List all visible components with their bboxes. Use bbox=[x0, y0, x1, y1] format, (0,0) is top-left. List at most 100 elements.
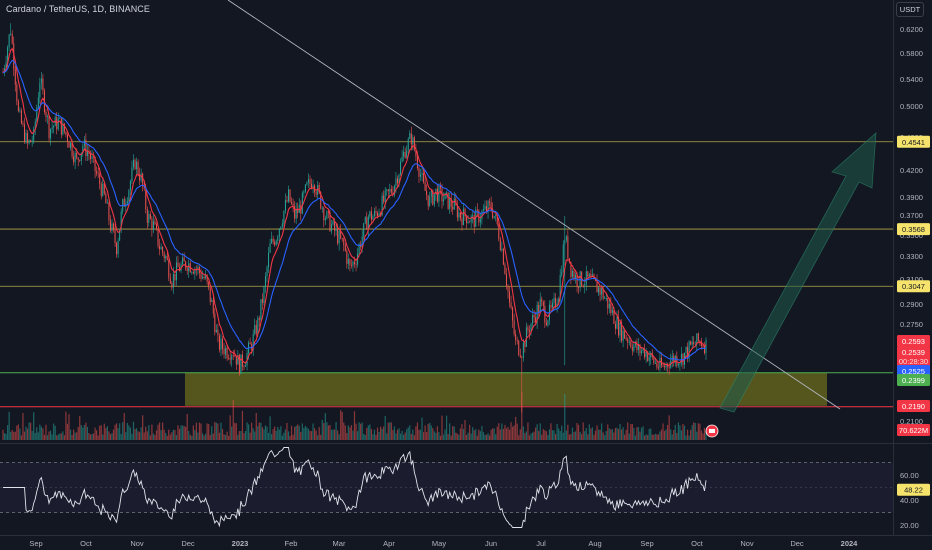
volume-bar bbox=[163, 429, 165, 440]
candle-body bbox=[489, 201, 491, 203]
candle-body bbox=[481, 211, 483, 220]
volume-bar bbox=[243, 433, 245, 440]
candle-body bbox=[504, 264, 506, 275]
candle-body bbox=[439, 185, 441, 189]
candle-body bbox=[157, 229, 159, 246]
candle-body bbox=[70, 142, 72, 148]
volume-bar bbox=[212, 433, 214, 440]
volume-bar bbox=[640, 427, 643, 440]
volume-bar bbox=[211, 426, 213, 440]
volume-bar bbox=[473, 430, 475, 440]
candle-body bbox=[521, 357, 523, 358]
volume-bar bbox=[697, 423, 699, 440]
candle-body bbox=[533, 315, 535, 318]
volume-bar bbox=[146, 431, 148, 440]
candle-body bbox=[80, 152, 82, 161]
currency-button[interactable]: USDT bbox=[896, 2, 924, 17]
volume-bar bbox=[551, 430, 554, 440]
candle-body bbox=[441, 188, 443, 202]
candle-body bbox=[11, 33, 13, 44]
candle-body bbox=[384, 190, 386, 202]
volume-bar bbox=[235, 423, 237, 440]
candle-body bbox=[424, 182, 426, 191]
volume-bar bbox=[413, 435, 415, 440]
volume-bar bbox=[683, 425, 686, 440]
candle-body bbox=[528, 330, 530, 333]
volume-bar bbox=[677, 422, 679, 440]
candle-body bbox=[60, 118, 62, 135]
volume-bar bbox=[45, 424, 47, 440]
volume-bar bbox=[74, 432, 76, 440]
volume-bar bbox=[237, 434, 239, 440]
candle-body bbox=[604, 298, 606, 299]
candle-body bbox=[252, 333, 254, 351]
volume-bar bbox=[505, 428, 508, 440]
rsi-tick-label: 60.00 bbox=[900, 471, 919, 480]
candle-body bbox=[221, 338, 223, 349]
volume-bar bbox=[71, 434, 73, 440]
volume-bar bbox=[209, 434, 211, 440]
candle-body bbox=[363, 223, 365, 237]
volume-bar bbox=[278, 429, 280, 440]
volume-bar bbox=[56, 435, 58, 440]
volume-bar bbox=[26, 428, 29, 440]
volume-bar bbox=[241, 410, 244, 440]
candle-body bbox=[136, 161, 138, 170]
candle-body bbox=[498, 224, 500, 240]
volume-bar bbox=[573, 432, 575, 440]
volume-bar bbox=[25, 426, 27, 440]
volume-bar bbox=[19, 428, 21, 440]
volume-bar bbox=[97, 435, 99, 440]
volume-bar bbox=[645, 434, 647, 440]
volume-bar bbox=[602, 432, 604, 440]
candle-body bbox=[86, 151, 88, 157]
candle-body bbox=[378, 213, 380, 216]
volume-bar bbox=[524, 433, 526, 440]
volume-bar bbox=[682, 423, 684, 440]
volume-bar bbox=[166, 435, 168, 440]
volume-bar bbox=[542, 429, 544, 440]
volume-bar bbox=[449, 423, 451, 440]
volume-bar bbox=[260, 422, 262, 440]
volume-bar bbox=[619, 423, 621, 440]
volume-bar bbox=[220, 422, 222, 440]
candle-body bbox=[432, 190, 434, 205]
volume-bar bbox=[178, 428, 181, 440]
volume-bar bbox=[174, 429, 176, 440]
volume-bar bbox=[507, 426, 509, 440]
candle-body bbox=[82, 146, 84, 153]
candle-body bbox=[490, 202, 492, 209]
volume-bar bbox=[433, 431, 435, 440]
candle-body bbox=[243, 366, 245, 368]
volume-bar bbox=[134, 428, 136, 440]
candle-body bbox=[71, 142, 73, 157]
volume-bar bbox=[591, 427, 594, 440]
candle-body bbox=[668, 366, 670, 368]
candle-body bbox=[179, 267, 181, 272]
candle-body bbox=[501, 248, 503, 251]
support-bottom-tag: 0.2190 bbox=[902, 402, 925, 411]
candle-body bbox=[346, 250, 348, 264]
volume-bar bbox=[36, 427, 38, 440]
volume-bar bbox=[255, 412, 257, 440]
volume-bar bbox=[634, 435, 636, 440]
volume-bar bbox=[340, 410, 342, 440]
candle-body bbox=[294, 205, 296, 219]
volume-bar bbox=[251, 422, 253, 440]
price-tick-label: 0.2750 bbox=[900, 320, 923, 329]
candle-body bbox=[519, 354, 521, 358]
candle-body bbox=[654, 362, 656, 364]
volume-bar bbox=[152, 433, 155, 440]
volume-bar bbox=[522, 426, 524, 440]
candle-body bbox=[633, 345, 635, 351]
volume-bar bbox=[631, 424, 633, 440]
volume-bar bbox=[17, 424, 19, 440]
level-price-tag-bg bbox=[897, 135, 930, 148]
candle-body bbox=[152, 221, 154, 230]
volume-bar bbox=[364, 434, 366, 440]
volume-bar bbox=[541, 434, 543, 440]
volume-bar bbox=[158, 422, 161, 440]
volume-bar bbox=[257, 426, 259, 440]
ema-slow-price-tag: 0.2525 bbox=[902, 367, 925, 376]
